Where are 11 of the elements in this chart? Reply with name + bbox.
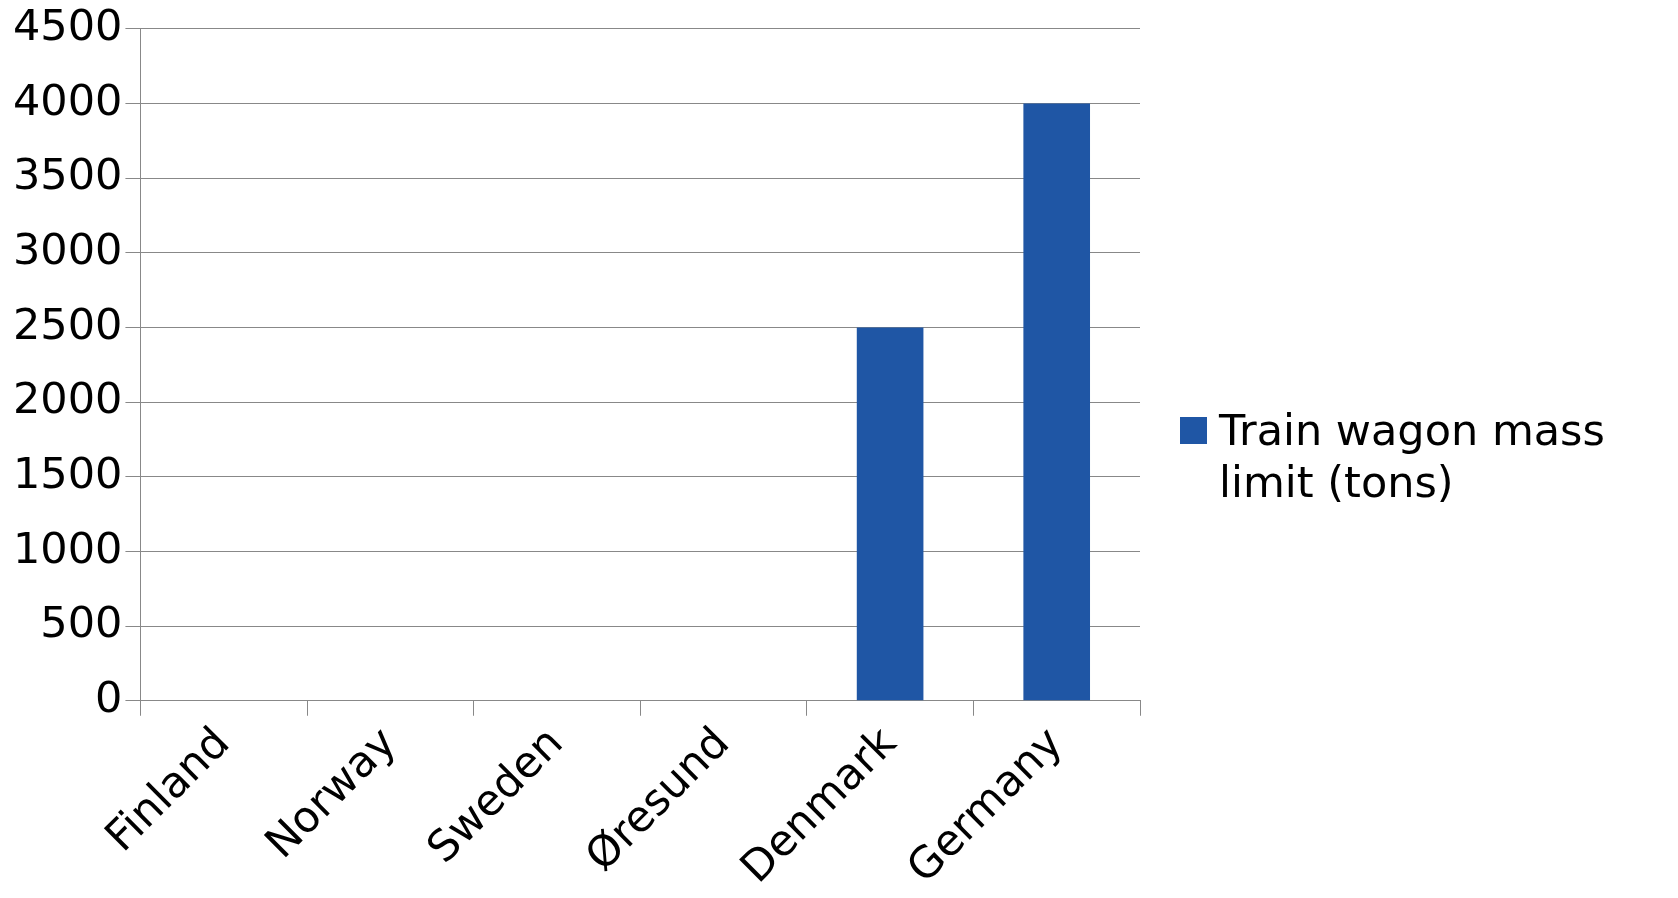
y-tick-label: 3500 [12,149,123,200]
y-tick-label: 2500 [12,298,123,349]
y-tick-label: 3000 [12,223,123,274]
y-tick-label: 1000 [12,522,123,573]
y-tick-label: 0 [95,671,123,722]
y-tick-label: 4000 [12,74,123,125]
y-tick-label: 1500 [12,447,123,498]
legend-label: Train wagon mass limit (tons) [1219,405,1606,509]
y-tick-label: 500 [40,597,123,648]
y-tick-label: 4500 [12,0,123,50]
y-tick-label: 2000 [12,373,123,424]
